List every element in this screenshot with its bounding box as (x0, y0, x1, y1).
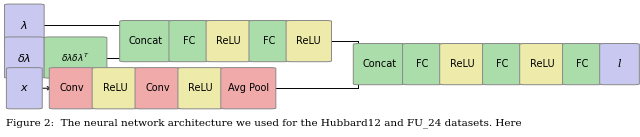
FancyBboxPatch shape (178, 68, 223, 109)
Text: ReLU: ReLU (216, 36, 241, 46)
FancyBboxPatch shape (353, 44, 405, 85)
FancyBboxPatch shape (4, 37, 44, 78)
FancyBboxPatch shape (206, 21, 252, 62)
Text: FC: FC (576, 59, 589, 69)
FancyBboxPatch shape (6, 68, 42, 109)
Text: $\lambda$: $\lambda$ (20, 19, 28, 31)
Text: ReLU: ReLU (102, 83, 127, 93)
FancyBboxPatch shape (4, 4, 44, 45)
FancyBboxPatch shape (483, 44, 522, 85)
Text: FC: FC (496, 59, 509, 69)
Text: FC: FC (182, 36, 195, 46)
Text: Concat: Concat (129, 36, 163, 46)
FancyBboxPatch shape (169, 21, 209, 62)
FancyBboxPatch shape (520, 44, 565, 85)
Text: Avg Pool: Avg Pool (228, 83, 269, 93)
Text: Conv: Conv (60, 83, 84, 93)
FancyBboxPatch shape (135, 68, 180, 109)
FancyBboxPatch shape (563, 44, 602, 85)
FancyBboxPatch shape (120, 21, 172, 62)
Text: l: l (618, 59, 621, 69)
Text: Concat: Concat (362, 59, 396, 69)
FancyBboxPatch shape (49, 68, 95, 109)
Text: ReLU: ReLU (530, 59, 555, 69)
FancyBboxPatch shape (92, 68, 138, 109)
FancyBboxPatch shape (403, 44, 442, 85)
FancyBboxPatch shape (249, 21, 289, 62)
Text: $x$: $x$ (20, 83, 29, 93)
Text: FC: FC (416, 59, 429, 69)
Text: Figure 2:  The neural network architecture we used for the Hubbard12 and FU_24 d: Figure 2: The neural network architectur… (6, 118, 522, 128)
FancyBboxPatch shape (600, 44, 639, 85)
Text: FC: FC (262, 36, 275, 46)
FancyBboxPatch shape (44, 37, 107, 78)
Text: ReLU: ReLU (450, 59, 475, 69)
Text: $\delta\lambda\delta\lambda^T$: $\delta\lambda\delta\lambda^T$ (61, 51, 90, 64)
Text: ReLU: ReLU (188, 83, 213, 93)
FancyBboxPatch shape (440, 44, 485, 85)
Text: ReLU: ReLU (296, 36, 321, 46)
Text: $\delta\lambda$: $\delta\lambda$ (17, 52, 31, 64)
Text: Conv: Conv (145, 83, 170, 93)
FancyBboxPatch shape (221, 68, 276, 109)
FancyBboxPatch shape (286, 21, 332, 62)
